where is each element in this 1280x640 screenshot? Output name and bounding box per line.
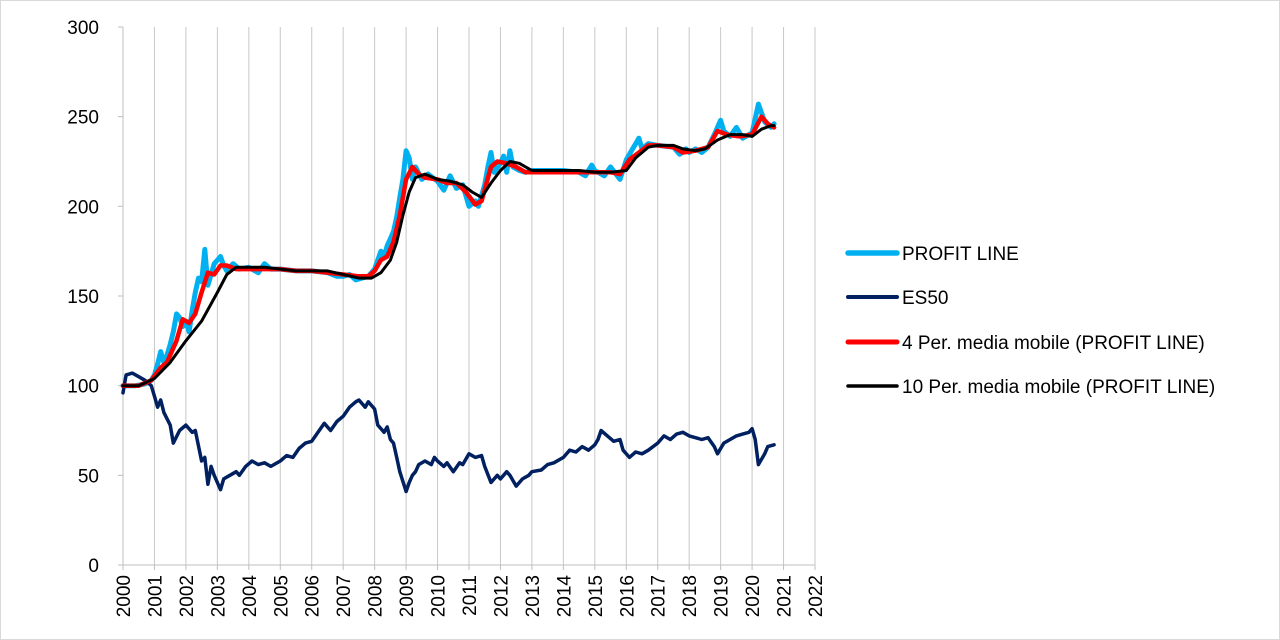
axes (118, 26, 816, 570)
x-tick-label: 2014 (554, 575, 575, 618)
x-tick-label: 2005 (271, 575, 292, 617)
x-tick-label: 2019 (712, 575, 733, 617)
x-tick-label: 2018 (680, 575, 701, 617)
x-tick-label: 2013 (523, 575, 544, 617)
series-line-3 (121, 124, 776, 388)
x-tick-label: 2000 (114, 575, 135, 617)
y-tick-label: 50 (78, 466, 99, 487)
y-tick-label: 200 (67, 197, 99, 218)
x-tick-label: 2020 (743, 575, 764, 617)
y-tick-label: 150 (67, 287, 99, 308)
y-tick-label: 0 (88, 556, 99, 577)
y-tick-label: 300 (67, 18, 99, 39)
series-line-1 (121, 371, 776, 494)
series-line-2 (120, 114, 777, 388)
x-tick-label: 2004 (240, 575, 261, 618)
x-tick-label: 2015 (586, 575, 607, 617)
y-tick-label: 250 (67, 108, 99, 129)
x-tick-label: 2017 (649, 575, 670, 617)
x-tick-label: 2002 (177, 575, 198, 617)
y-tick-labels: 0 50 100 150 200 250 300 (67, 18, 99, 577)
x-tick-label: 2016 (617, 575, 638, 617)
x-tick-label: 2003 (208, 575, 229, 617)
legend-label-3: 10 Per. media mobile (PROFIT LINE) (902, 377, 1215, 398)
vertical-gridlines (153, 27, 816, 565)
x-tick-label: 2011 (460, 575, 481, 616)
x-tick-label: 2007 (334, 575, 355, 617)
x-tick-label: 2001 (145, 575, 166, 617)
x-tick-label: 2012 (491, 575, 512, 617)
legend-label-0: PROFIT LINE (902, 244, 1019, 265)
x-tick-label: 2006 (303, 575, 324, 617)
x-tick-labels: 2000 2001 2002 2003 2004 2005 2006 2007 2008 2009… (114, 575, 827, 618)
x-tick-label: 2022 (806, 575, 827, 617)
legend-label-1: ES50 (902, 288, 948, 309)
legend-label-2: 4 Per. media mobile (PROFIT LINE) (902, 333, 1205, 354)
series-lines (120, 101, 777, 494)
x-tick-label: 2008 (366, 575, 387, 617)
legend: PROFIT LINE ES50 4 Per. media mobile (PROF… (845, 244, 1215, 398)
y-tick-label: 100 (67, 377, 99, 398)
x-tick-label: 2010 (429, 575, 450, 617)
x-tick-label: 2021 (775, 575, 796, 617)
x-tick-label: 2009 (397, 575, 418, 617)
